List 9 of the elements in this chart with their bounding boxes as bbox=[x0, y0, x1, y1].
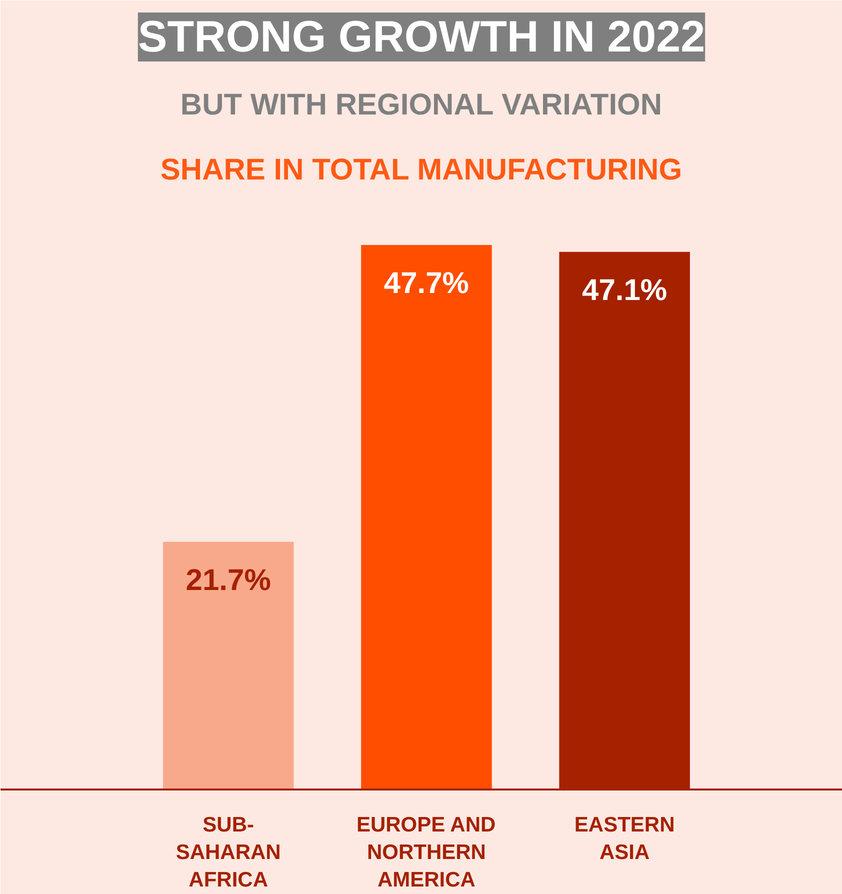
data-label: 21.7% bbox=[186, 564, 271, 597]
x-tick-label: EASTERN ASIA bbox=[574, 814, 675, 864]
chart-title: STRONG GROWTH IN 2022 bbox=[138, 12, 706, 62]
text: SHARE IN TOTAL MANUFACTURING bbox=[160, 154, 682, 186]
x-tick-label: EUROPE AND NORTHERN AMERICA bbox=[356, 814, 496, 892]
data-label: 47.7% bbox=[384, 267, 469, 300]
chart-subtitle: BUT WITH REGIONAL VARIATION bbox=[180, 88, 662, 122]
data-label: 47.1% bbox=[582, 274, 668, 307]
x-tick-label: SUB-SAHARAN AFRICA bbox=[176, 814, 281, 892]
